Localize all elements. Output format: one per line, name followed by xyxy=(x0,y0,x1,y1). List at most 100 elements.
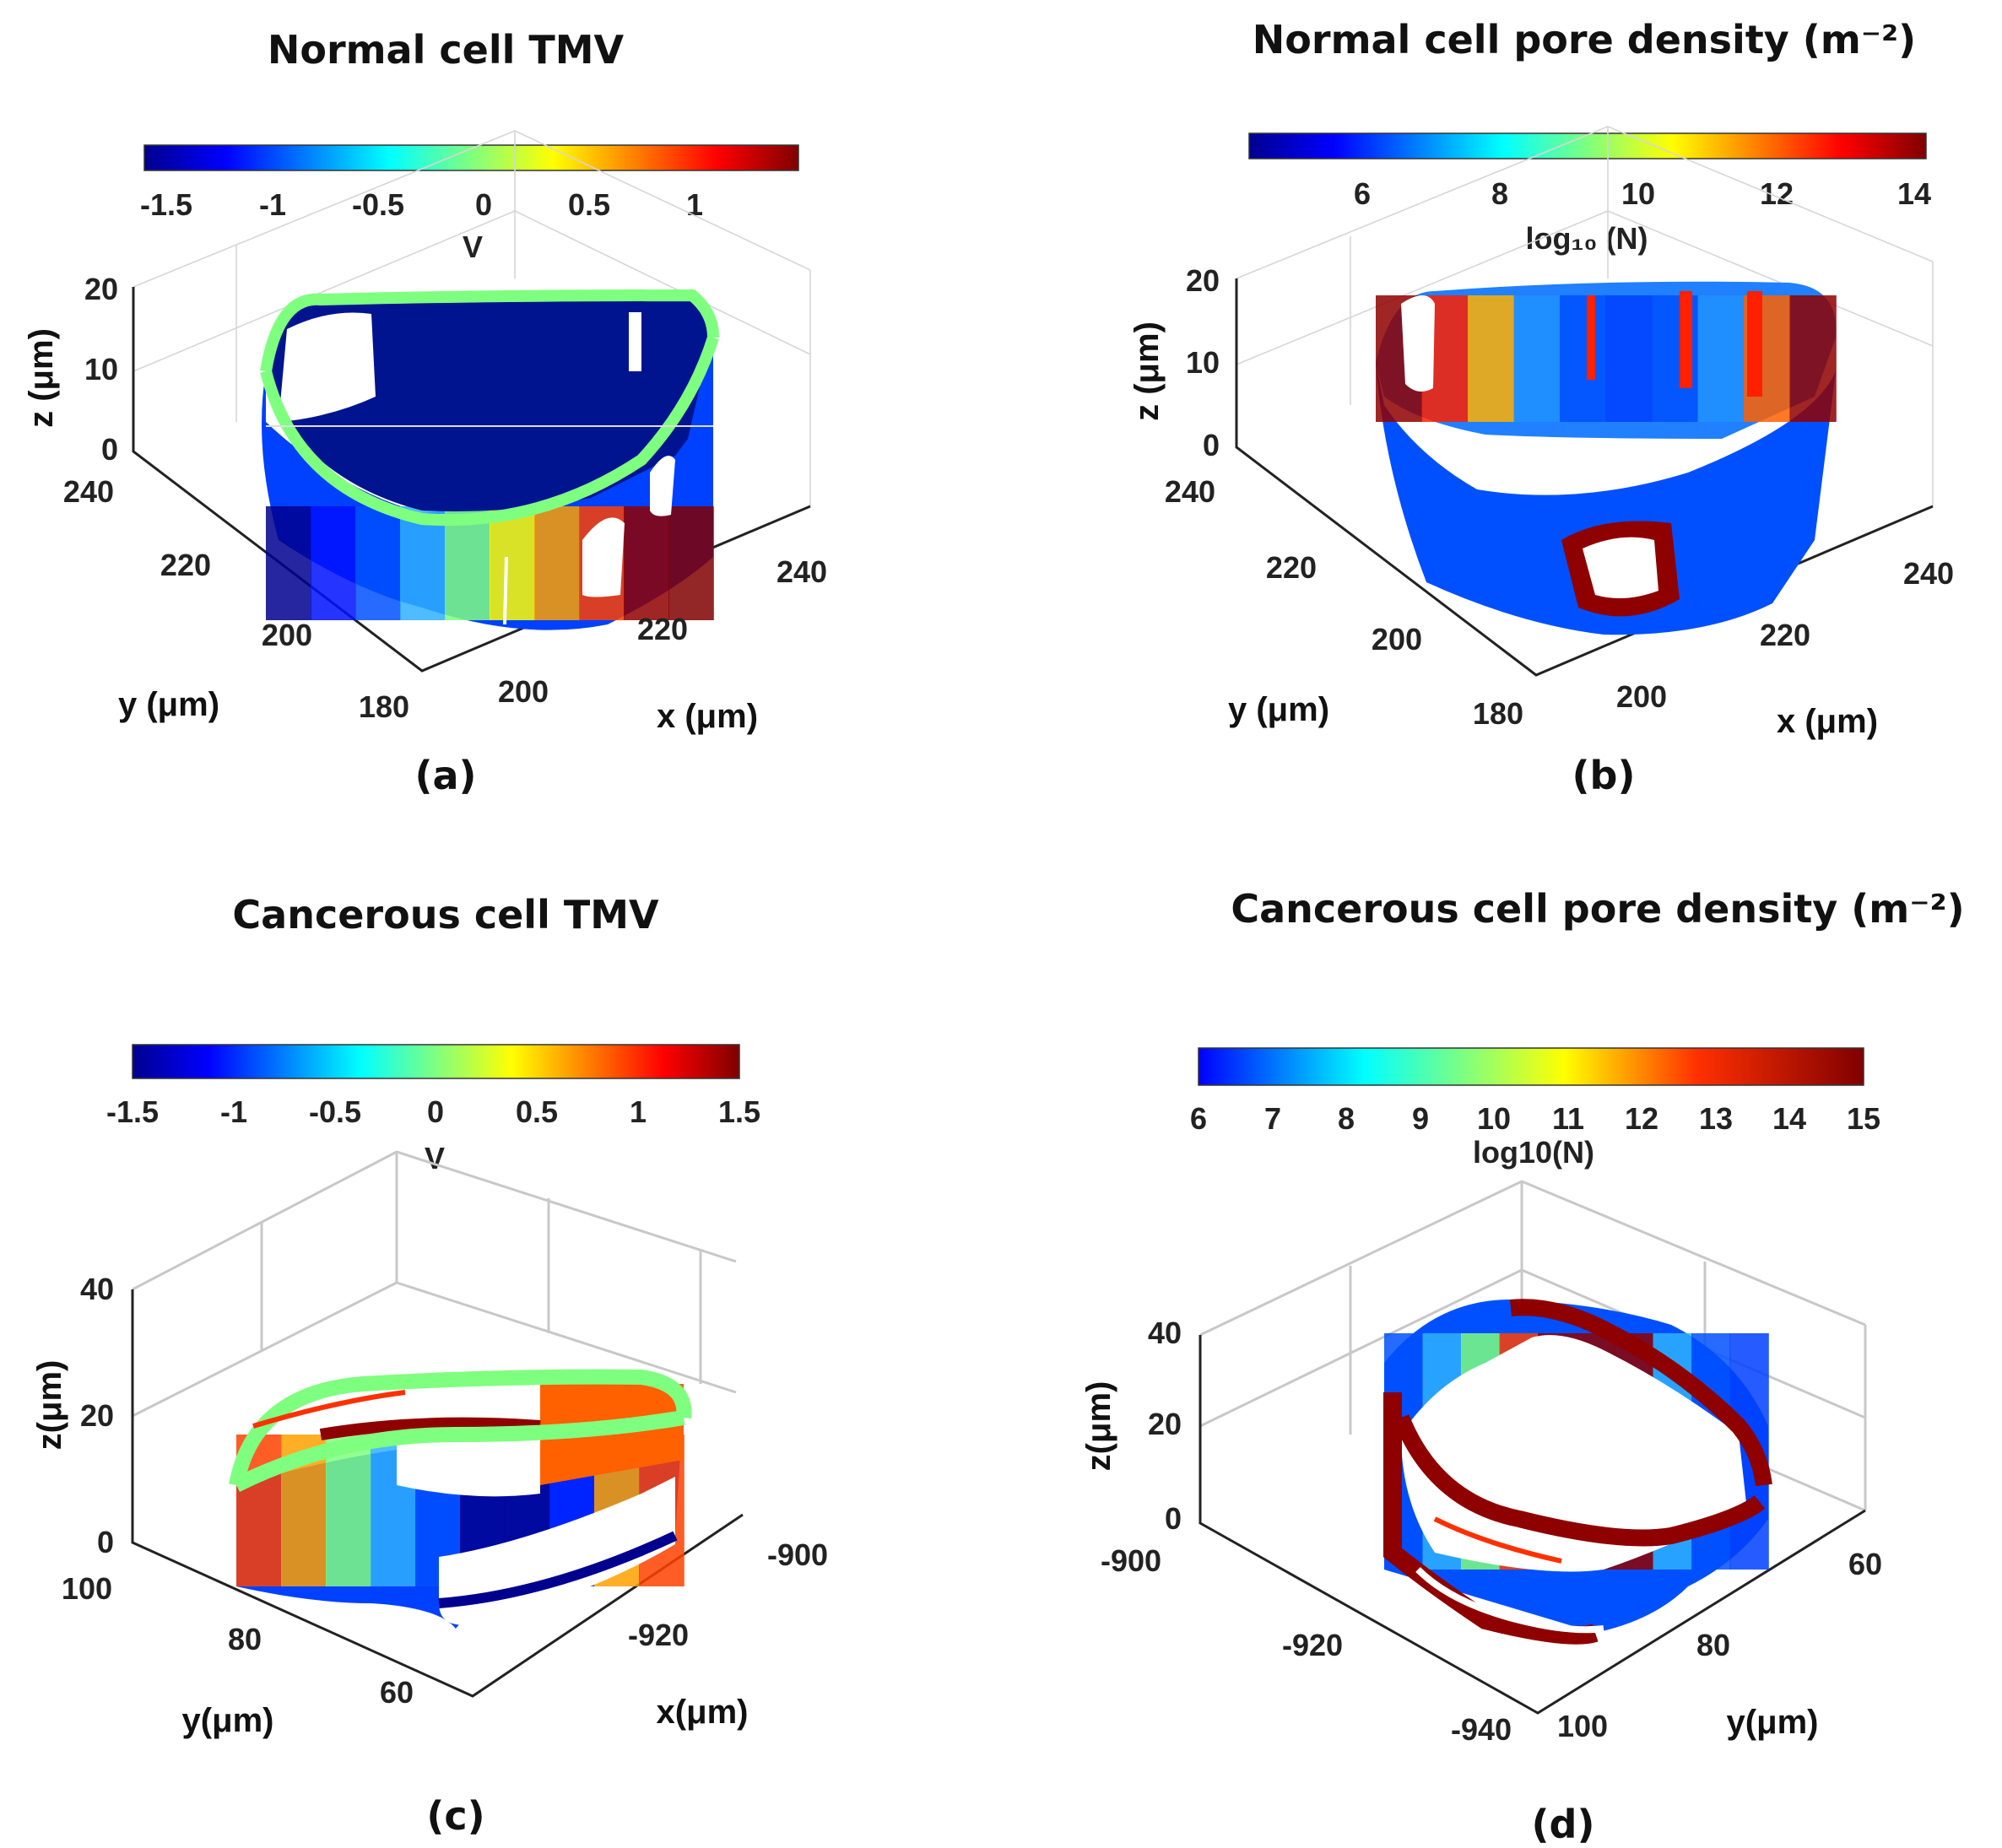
ring-color-band xyxy=(1513,295,1561,422)
panel-b-colorbar xyxy=(1248,132,1927,159)
panel-b-grid xyxy=(1236,126,1934,506)
panel-a-x-label: x (μm) xyxy=(657,698,758,735)
panel-b-y-label: y (μm) xyxy=(1228,691,1329,728)
cb-tick: 0.5 xyxy=(516,1094,558,1129)
cb-tick: 0 xyxy=(427,1094,444,1129)
x-tick: -900 xyxy=(1101,1543,1161,1578)
ring-color-band xyxy=(490,506,535,620)
z-tick: 10 xyxy=(84,352,118,386)
y-tick: 220 xyxy=(1266,550,1317,585)
x-tick: -920 xyxy=(628,1618,689,1652)
cb-tick: 12 xyxy=(1760,176,1794,211)
x-tick: 200 xyxy=(1616,679,1667,714)
panel-b-label: (b) xyxy=(1572,753,1636,798)
panel-d-y-ticks: 60 80 100 xyxy=(1557,1547,1882,1743)
y-tick: 200 xyxy=(1372,622,1422,657)
panel-a-z-ticks: 20 10 0 xyxy=(84,272,118,467)
ring-color-band xyxy=(326,1435,371,1586)
panel-c: Cancerous cell TMV -1.5 -1 -0.5 0 0.5 1 … xyxy=(31,892,828,1839)
panel-a-colorbar-label: V xyxy=(463,230,483,264)
cb-tick: 14 xyxy=(1772,1101,1806,1136)
cb-tick: 7 xyxy=(1264,1101,1281,1136)
z-tick: 0 xyxy=(97,1525,114,1559)
cb-tick: 1 xyxy=(686,187,703,222)
cb-tick: 1.5 xyxy=(718,1094,760,1129)
panel-c-label: (c) xyxy=(426,1793,484,1839)
panel-c-title: Cancerous cell TMV xyxy=(232,892,659,938)
x-tick: -920 xyxy=(1282,1628,1343,1662)
x-tick: 240 xyxy=(776,554,827,589)
x-tick: -900 xyxy=(767,1537,828,1572)
cb-tick: 6 xyxy=(1190,1101,1207,1136)
cb-tick: -1.5 xyxy=(140,187,192,222)
panel-b-colorbar-ticks: 6 8 10 12 14 xyxy=(1354,176,1931,211)
panel-c-ring xyxy=(229,1363,692,1629)
ring-color-band xyxy=(668,506,714,620)
y-tick: 240 xyxy=(1165,474,1215,509)
z-tick: 0 xyxy=(101,432,118,467)
cb-tick: 8 xyxy=(1338,1101,1355,1136)
panel-d-y-label: y(μm) xyxy=(1727,1704,1819,1741)
ring-color-band xyxy=(1560,295,1607,422)
panel-a-z-label: z (μm) xyxy=(23,328,60,428)
panel-b-title: Normal cell pore density (m⁻²) xyxy=(1253,17,1916,62)
panel-a: Normal cell TMV -1.5 -1 -0.5 0 0.5 1 V xyxy=(23,27,827,798)
panel-a-y-ticks: 240 220 200 180 xyxy=(63,474,409,724)
y-tick: 80 xyxy=(228,1622,262,1656)
panel-d-colorbar xyxy=(1198,1047,1864,1086)
x-tick: 220 xyxy=(1760,618,1810,652)
panel-c-axes xyxy=(131,1289,744,1698)
y-tick: 180 xyxy=(359,689,409,724)
panel-c-x-ticks: -900 -920 xyxy=(628,1537,828,1652)
panel-a-colorbar xyxy=(143,144,799,171)
z-tick: 20 xyxy=(84,272,118,306)
panel-d-colorbar-ticks: 6 7 8 9 10 11 12 13 14 15 xyxy=(1190,1101,1880,1136)
y-tick: 220 xyxy=(160,548,211,582)
panel-d-ring xyxy=(1383,1299,1772,1645)
y-tick: 100 xyxy=(62,1571,112,1606)
panel-c-colorbar xyxy=(132,1044,740,1079)
panel-a-grid xyxy=(133,130,811,506)
panel-a-ring xyxy=(260,289,719,630)
cb-tick: 6 xyxy=(1354,176,1371,211)
x-tick: 220 xyxy=(637,612,688,646)
panel-b-y-ticks: 240 220 200 180 xyxy=(1165,474,1523,731)
cb-tick: 8 xyxy=(1491,176,1508,211)
y-tick: 100 xyxy=(1557,1709,1608,1743)
cb-tick: -0.5 xyxy=(309,1094,361,1129)
x-tick: 240 xyxy=(1903,556,1954,591)
ring-color-band xyxy=(1605,295,1653,422)
ring-color-band xyxy=(1789,295,1837,422)
z-tick: 40 xyxy=(1148,1316,1182,1350)
z-tick: 20 xyxy=(80,1398,114,1433)
panel-d-axes xyxy=(1198,1335,1866,1715)
panel-d-colorbar-label: log10(N) xyxy=(1473,1135,1594,1170)
z-tick: 20 xyxy=(1148,1407,1182,1441)
panel-b-x-label: x (μm) xyxy=(1777,703,1878,740)
panel-d-title: Cancerous cell pore density (m⁻²) xyxy=(1231,886,1964,932)
panel-c-grid xyxy=(132,1150,737,1418)
z-tick: 10 xyxy=(1186,345,1220,380)
panel-a-colorbar-ticks: -1.5 -1 -0.5 0 0.5 1 xyxy=(140,187,703,222)
cb-tick: 15 xyxy=(1847,1101,1880,1136)
panel-b-ring xyxy=(1376,281,1837,635)
z-tick: 0 xyxy=(1203,428,1220,462)
z-tick: 40 xyxy=(80,1272,114,1306)
ring-color-band xyxy=(311,506,356,620)
cb-tick: 0.5 xyxy=(568,187,610,222)
panel-b-z-ticks: 20 10 0 xyxy=(1186,263,1220,462)
panel-a-title: Normal cell TMV xyxy=(268,27,625,73)
y-tick: 240 xyxy=(63,474,114,509)
ring-color-band xyxy=(624,506,669,620)
panel-b-colorbar-label: log₁₀ (N) xyxy=(1525,221,1648,256)
cb-tick: -1 xyxy=(220,1094,247,1129)
ring-color-band xyxy=(266,506,311,620)
panel-b: Normal cell pore density (m⁻²) 6 8 10 12… xyxy=(1128,17,1954,798)
panel-a-x-ticks: 200 220 240 xyxy=(498,554,827,709)
y-tick: 200 xyxy=(262,618,312,652)
x-tick: -940 xyxy=(1451,1712,1512,1747)
y-tick: 180 xyxy=(1473,696,1523,731)
cb-tick: 12 xyxy=(1625,1101,1658,1136)
panel-c-z-label: z(μm) xyxy=(31,1360,68,1451)
ring-color-band xyxy=(1697,295,1745,422)
